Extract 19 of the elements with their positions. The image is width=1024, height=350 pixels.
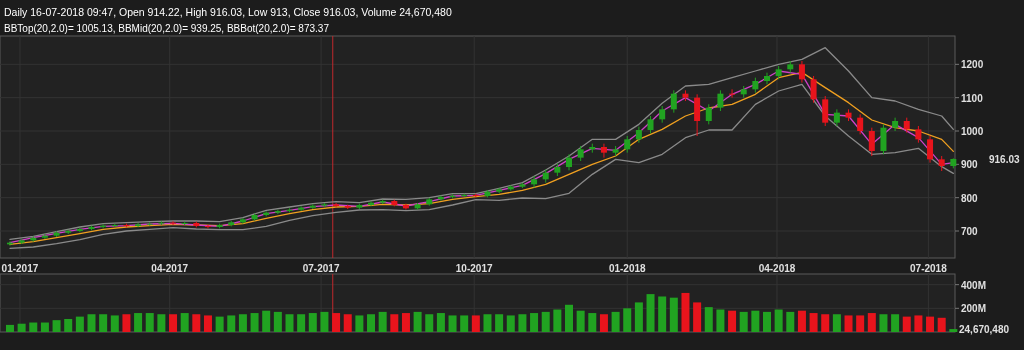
x-tick-label: 10-2017 [455,263,493,274]
y-tick-label: 1200 [961,59,984,71]
y-tick-label: 200M [961,303,987,315]
x-tick-label: 07-2018 [910,263,948,274]
y-tick-label: 400M [961,279,987,291]
x-tick-label: 04-2018 [758,263,796,274]
x-tick-label: 01-2017 [1,263,39,274]
x-tick-label: 04-2017 [151,263,189,274]
y-tick-label: 1100 [961,92,984,104]
y-tick-label: 900 [961,159,979,171]
text: 916.03 [989,153,1021,165]
chart-title: Daily 16-07-2018 09:47, Open 914.22, High 916.03, Low 913, Close 916.03, Volume 24,670,480 [4,6,452,18]
chart-subtitle: BBTop(20,2.0)= 1005.13, BBMid(20,2.0)= 939.25, BBBot(20,2.0)= 873.37 [4,23,330,34]
text: 24,670,480 [959,324,1010,336]
x-tick-label: 07-2017 [302,263,340,274]
y-tick-label: 800 [961,192,979,204]
y-tick-label: 1000 [961,126,984,137]
y-tick-label: 700 [961,226,979,237]
x-tick-label: 01-2018 [608,263,647,274]
